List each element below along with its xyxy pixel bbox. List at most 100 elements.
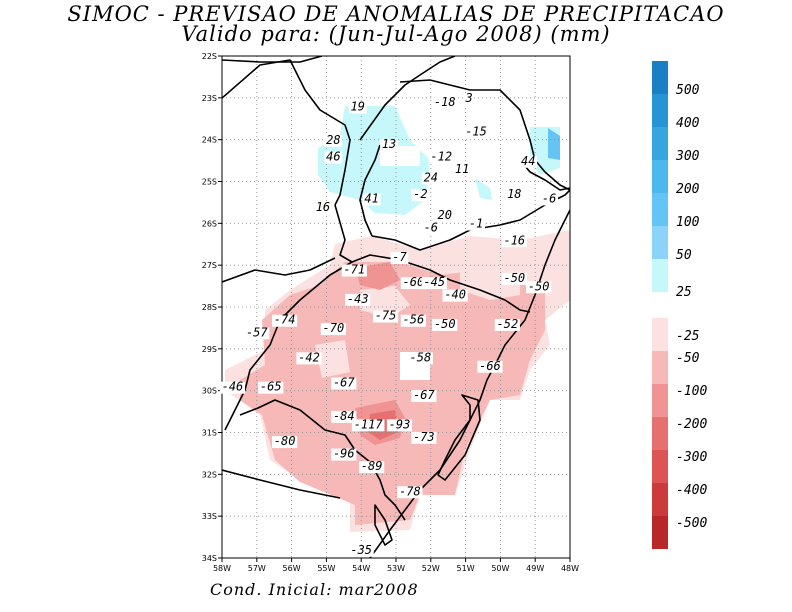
annotation-bg — [501, 235, 527, 248]
anomaly-value-label: -93 — [389, 417, 411, 431]
annotation-bg — [411, 189, 430, 202]
anomaly-value-label: -12 — [430, 150, 452, 164]
colorbar-label: 200 — [676, 182, 700, 197]
annotation-bg — [526, 281, 552, 294]
annotation-bg — [477, 360, 503, 373]
anomaly-value-label: 16 — [316, 200, 330, 214]
colorbar-swatch-negative — [652, 384, 668, 417]
lat-tick-label: 23S — [202, 94, 217, 103]
border-coast-sc — [369, 209, 570, 558]
border-argentina-uruguay — [222, 257, 336, 283]
annotation-bg — [494, 318, 520, 331]
lat-tick-label: 34S — [202, 554, 217, 563]
anomaly-value-label: 19 — [350, 99, 364, 113]
lon-tick-label: 52W — [422, 564, 440, 573]
anomaly-value-label: -35 — [350, 543, 372, 557]
lat-tick-label: 24S — [202, 136, 217, 145]
anomaly-value-label: 24 — [424, 171, 438, 185]
anomaly-value-label: -16 — [503, 233, 525, 247]
colorbar-swatch-positive — [652, 61, 668, 94]
annotation-bg — [380, 139, 398, 152]
anomaly-value-label: -40 — [444, 288, 466, 302]
lat-tick-label: 30S — [202, 387, 217, 396]
anomaly-value-label: -117 — [354, 417, 384, 431]
colorbar-label: -300 — [676, 450, 707, 465]
neg-light-patch-3 — [315, 340, 350, 378]
lat-tick-label: 25S — [202, 178, 217, 187]
anomaly-value-label: -1 — [469, 217, 483, 231]
lon-tick-label: 54W — [352, 564, 370, 573]
annotation-bg — [407, 352, 433, 365]
anomaly-value-label: -46 — [222, 380, 244, 394]
annotation-bg — [341, 264, 367, 277]
anomaly-value-label: -50 — [434, 317, 456, 331]
annotation-bg — [400, 277, 426, 290]
annotation-bg — [463, 93, 475, 106]
lat-tick-label: 28S — [202, 303, 217, 312]
anomaly-value-label: -96 — [333, 447, 355, 461]
anomaly-value-label: -15 — [465, 124, 487, 138]
lon-tick-label: 56W — [283, 564, 301, 573]
border-lagoa-patos — [437, 394, 481, 481]
annotation-bg — [351, 419, 385, 432]
initial-condition-footer: Cond. Inicial: mar2008 — [210, 580, 419, 599]
border-coast-sp-pr — [519, 159, 570, 191]
title-line-2: Valido para: (Jun-Jul-Ago 2008) (mm) — [181, 22, 611, 46]
annotation-bg — [505, 189, 524, 202]
anomaly-value-label: -89 — [361, 459, 383, 473]
lon-tick-label: 57W — [248, 564, 266, 573]
colorbar-label: 300 — [675, 149, 700, 164]
border-coast-sp — [534, 159, 570, 191]
lon-tick-label: 48W — [561, 564, 579, 573]
border-sp-north — [399, 79, 536, 161]
annotation-bg — [397, 486, 423, 499]
anomaly-value-label: -6 — [542, 191, 556, 205]
annotation-bg — [348, 101, 367, 114]
annotation-bg — [400, 314, 426, 327]
lon-tick-label: 50W — [491, 564, 509, 573]
pos-patch-2 — [475, 178, 492, 200]
anomaly-value-label: -45 — [423, 275, 445, 289]
colorbar: 500 400 300 200 100 50 25 -25 -50 -100 -200 -300 -40… — [652, 61, 707, 549]
anomaly-value-label: 11 — [455, 162, 469, 176]
neg-light-patch — [460, 258, 520, 300]
colorbar-swatch-negative — [652, 483, 668, 516]
anomaly-value-label: -71 — [343, 263, 365, 277]
lon-tick-label: 58W — [213, 564, 231, 573]
border-pr-sp — [359, 144, 381, 237]
annotation-bg — [467, 218, 485, 231]
colorbar-label: 500 — [676, 83, 700, 98]
colorbar-label: 100 — [676, 215, 700, 230]
lat-tick-label: 26S — [202, 219, 217, 228]
annotation-bg — [421, 222, 440, 235]
colorbar-label: -50 — [676, 351, 700, 366]
annotation-bg — [372, 310, 399, 323]
anomaly-value-label: -52 — [497, 317, 519, 331]
anomaly-value-label: -42 — [298, 350, 320, 364]
lat-tick-label: 33S — [202, 512, 217, 521]
lat-tick-label: 32S — [202, 470, 217, 479]
annotation-bg — [442, 289, 468, 302]
lat-tick-label: 22S — [202, 52, 217, 61]
annotation-bg — [320, 323, 346, 336]
colorbar-swatch-negative — [652, 318, 668, 351]
colorbar-swatch-positive — [652, 193, 668, 226]
anomaly-value-label: 28 — [326, 133, 340, 147]
anomaly-value-label: 18 — [507, 187, 521, 201]
lat-tick-label: 31S — [202, 429, 217, 438]
colorbar-swatch-positive — [652, 259, 668, 292]
anomaly-value-label: 41 — [364, 191, 378, 205]
anomaly-value-label: -70 — [323, 321, 345, 335]
colorbar-label: -400 — [676, 483, 707, 498]
anomaly-value-label: -50 — [528, 279, 550, 293]
annotation-bg — [324, 151, 343, 164]
annotation-bg — [362, 193, 381, 206]
lon-tick-label: 51W — [457, 564, 475, 573]
annotation-bg — [432, 97, 458, 110]
border-mirim — [374, 504, 393, 546]
pos-patch-100 — [548, 128, 560, 160]
anomaly-value-label: -60 — [403, 275, 425, 289]
annotation-bg — [324, 134, 343, 147]
anomaly-value-label: 20 — [437, 208, 451, 222]
